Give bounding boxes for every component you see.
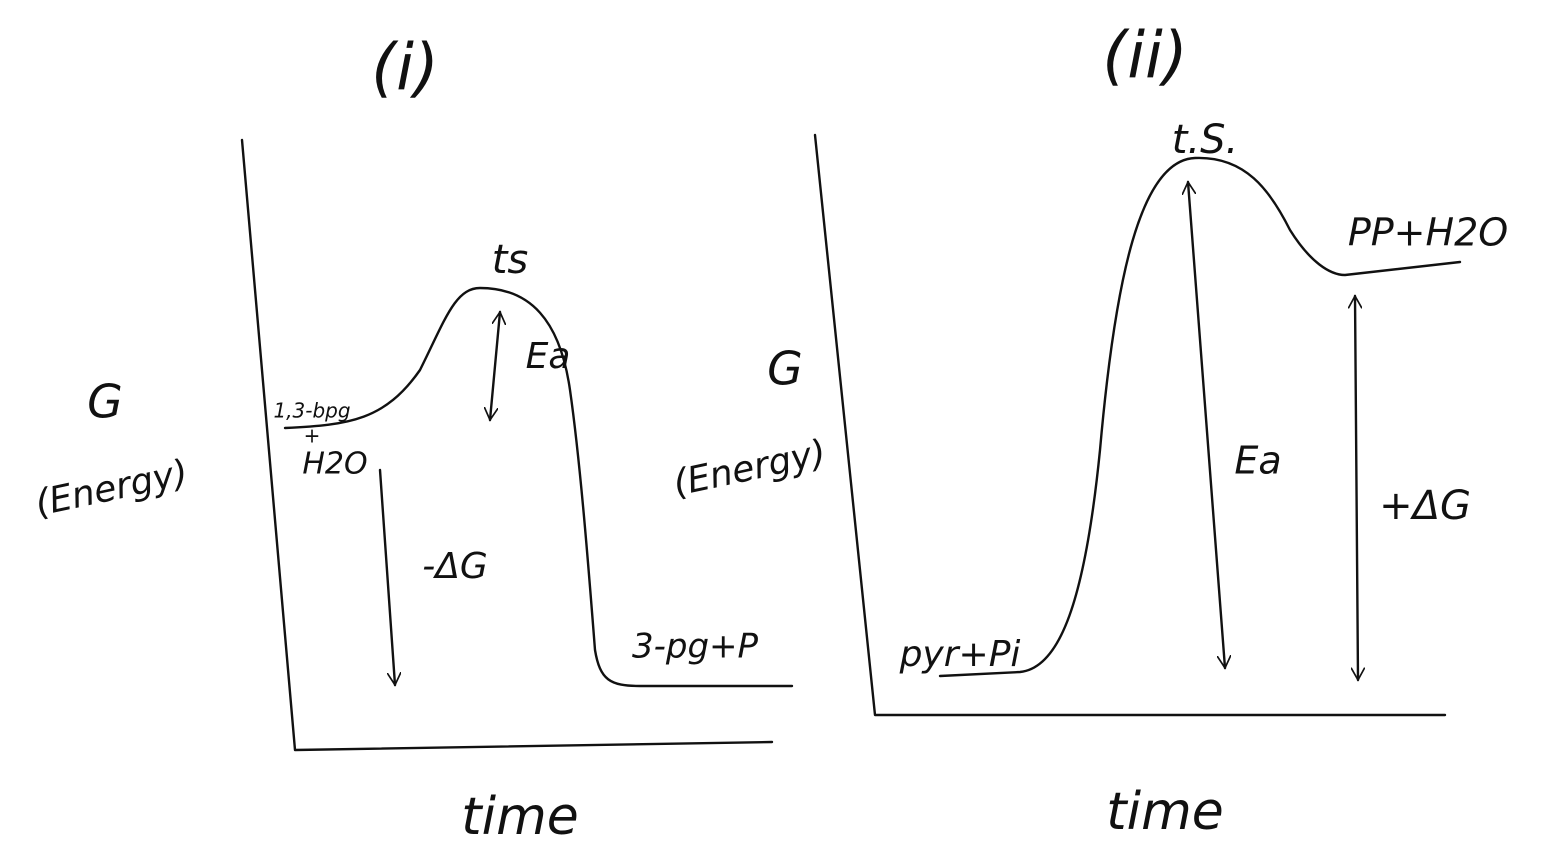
- reactant: +: [304, 424, 321, 448]
- ea-arrow: [1188, 182, 1225, 668]
- y-axis-sublabel: (Energy): [32, 452, 192, 524]
- free-energy-change: +ΔG: [1379, 483, 1471, 529]
- reactant: 1,3-bpg: [273, 399, 350, 423]
- delta-g-arrow: [380, 470, 395, 685]
- reactant: H2O: [302, 447, 367, 482]
- delta-g-arrow: [1355, 296, 1358, 680]
- free-energy-change: -ΔG: [422, 546, 488, 587]
- panel-ii: (ii) G (Energy) t.S. Ea pyr+Pi +ΔG PP+H2…: [670, 20, 1508, 842]
- activation-energy: Ea: [526, 336, 571, 377]
- products: PP+H2O: [1348, 211, 1508, 255]
- products: 3-pg+P: [632, 627, 759, 667]
- y-axis-label: G: [767, 342, 803, 396]
- panel-i: (i) G (Energy) ts Ea 1,3-bpg + H2O -ΔG 3…: [32, 32, 792, 847]
- panel-label: (i): [371, 32, 439, 106]
- transition-state: ts: [492, 237, 529, 283]
- panel-label: (ii): [1102, 20, 1188, 94]
- x-axis-label: time: [1106, 782, 1223, 842]
- activation-energy: Ea: [1234, 439, 1281, 483]
- y-axis-label: G: [87, 375, 123, 429]
- diagram: (i) G (Energy) ts Ea 1,3-bpg + H2O -ΔG 3…: [0, 0, 1546, 848]
- y-axis-sublabel: (Energy): [670, 432, 830, 504]
- reactants: pyr+Pi: [899, 634, 1021, 675]
- x-axis-label: time: [461, 787, 578, 847]
- ea-arrow: [490, 312, 500, 420]
- transition-state: t.S.: [1172, 117, 1239, 163]
